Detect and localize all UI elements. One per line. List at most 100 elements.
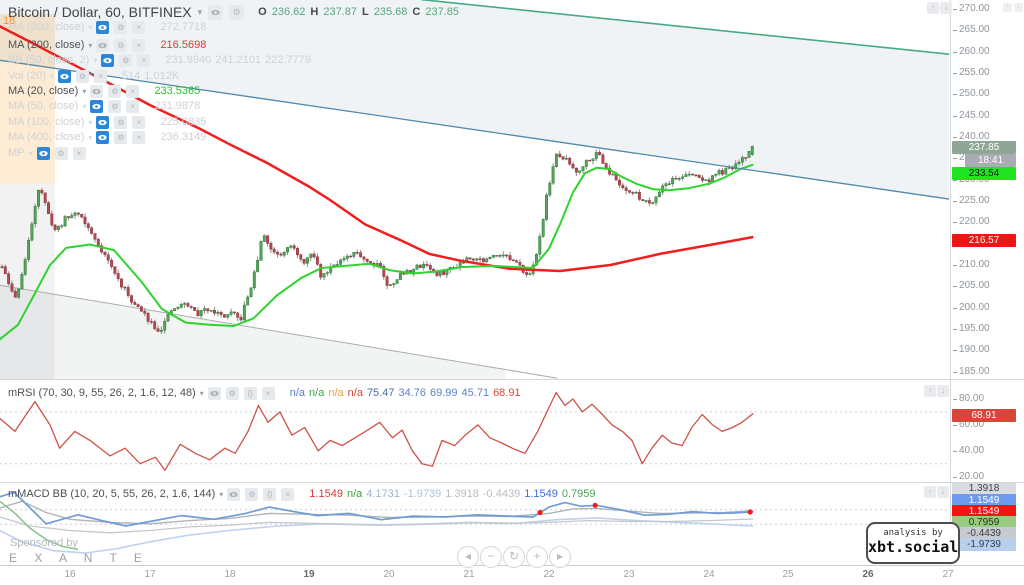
sponsor-logo: E X A N T E: [9, 551, 149, 565]
grey-wedge-fill: [0, 285, 505, 379]
gear-icon[interactable]: ⚙: [119, 53, 133, 67]
eye-icon[interactable]: [207, 386, 221, 400]
chevron-down-icon[interactable]: ▾: [219, 489, 224, 499]
pane-move-up-button[interactable]: ↑: [924, 385, 936, 397]
time-axis-label: 18: [224, 569, 236, 580]
chevron-down-icon[interactable]: ▾: [28, 148, 33, 158]
eye-icon[interactable]: [208, 4, 224, 20]
main-pane: [0, 0, 949, 379]
chevron-down-icon[interactable]: ▾: [82, 101, 87, 111]
time-axis-label: 23: [623, 569, 635, 580]
chevron-down-icon[interactable]: ▾: [197, 6, 203, 17]
close-icon[interactable]: ×: [261, 386, 275, 400]
price-axis-label: 255.00: [953, 67, 990, 78]
chevron-down-icon[interactable]: ▾: [49, 71, 54, 81]
eye-icon[interactable]: [96, 20, 110, 34]
close-icon[interactable]: ×: [72, 146, 86, 160]
macd-badge: -1.9739: [952, 538, 1016, 551]
close-icon[interactable]: ×: [126, 84, 140, 98]
braces-icon[interactable]: {}: [263, 487, 277, 501]
price-axis[interactable]: 270.00 265.00 260.00 255.00 250.00 245.00 240.…: [950, 0, 1024, 565]
rsi-indicator-value: n/a: [347, 387, 363, 399]
eye-icon[interactable]: [96, 130, 110, 144]
gear-icon[interactable]: ⚙: [108, 84, 122, 98]
rsi-indicator-value: n/a: [328, 387, 344, 399]
eye-icon[interactable]: [90, 84, 104, 98]
eye-icon[interactable]: [57, 69, 71, 83]
ohlc-high-label: H: [310, 6, 319, 18]
gear-icon[interactable]: ⚙: [114, 20, 128, 34]
rsi-indicator-row[interactable]: mRSI (70, 30, 9, 55, 26, 2, 1.6, 12, 48)…: [8, 386, 521, 400]
rsi-axis-label: 40.00: [952, 445, 985, 456]
indicator-row[interactable]: MA (400, close) ▾ ⚙ × 236.3149: [8, 130, 206, 144]
close-icon[interactable]: ×: [93, 69, 107, 83]
pane-move-down-button[interactable]: ↓: [937, 385, 949, 397]
eye-icon[interactable]: [227, 487, 241, 501]
eye-icon[interactable]: [96, 38, 110, 52]
symbol-title[interactable]: Bitcoin / Dollar, 60, BITFINEX: [8, 4, 192, 20]
chevron-down-icon[interactable]: ▾: [82, 86, 87, 96]
chevron-down-icon[interactable]: ▾: [88, 117, 93, 127]
chevron-down-icon[interactable]: ▾: [88, 132, 93, 142]
close-icon[interactable]: ×: [281, 487, 295, 501]
chevron-down-icon[interactable]: ▾: [88, 22, 93, 32]
chevron-down-icon[interactable]: ▾: [88, 40, 93, 50]
pane-move-up-button[interactable]: ↑: [927, 2, 939, 14]
pane-move-down-button[interactable]: ↓: [940, 2, 952, 14]
gear-icon[interactable]: ⚙: [114, 38, 128, 52]
gear-icon[interactable]: ⚙: [114, 130, 128, 144]
gear-icon[interactable]: ⚙: [245, 487, 259, 501]
indicator-row[interactable]: MA (100, close) ▾ ⚙ × 225.0835: [8, 115, 206, 129]
zoom-out-button[interactable]: −: [480, 546, 502, 568]
price-axis-label: 220.00: [953, 216, 990, 227]
indicator-row[interactable]: MA (20, close) ▾ ⚙ × 233.5365: [8, 84, 200, 98]
indicator-row[interactable]: Vol (20) ▾ ⚙ × 514 1.012K: [8, 69, 179, 83]
time-axis-label: 26: [862, 569, 874, 580]
price-axis-label: 185.00: [953, 366, 990, 377]
macd-badge: 1.3918: [952, 482, 1016, 495]
chevron-down-icon[interactable]: ▾: [93, 55, 98, 65]
close-icon[interactable]: ×: [132, 130, 146, 144]
ma200-line: [0, 25, 754, 273]
close-icon[interactable]: ×: [126, 99, 140, 113]
indicator-row[interactable]: MA (800, close) ▾ ⚙ × 272.7718: [8, 20, 206, 34]
pane-move-up-button[interactable]: ↑: [924, 486, 936, 498]
scroll-left-button[interactable]: ◂: [457, 546, 479, 568]
zoom-in-button[interactable]: +: [526, 546, 548, 568]
indicator-row[interactable]: BB (50, close, 2) ▾ ⚙ × 231.9940 241.2101 222.…: [8, 53, 311, 67]
gear-icon[interactable]: ⚙: [54, 146, 68, 160]
eye-icon[interactable]: [101, 53, 115, 67]
indicator-row[interactable]: MA (50, close) ▾ ⚙ × 231.9878: [8, 99, 200, 113]
eye-icon[interactable]: [90, 99, 104, 113]
macd-indicator-row[interactable]: mMACD BB (10, 20, 5, 55, 26, 2, 1.6, 144…: [8, 487, 596, 501]
macd-signal-dot: [747, 509, 753, 515]
gear-icon[interactable]: ⚙: [108, 99, 122, 113]
gear-icon[interactable]: ⚙: [75, 69, 89, 83]
pane-move-up-button[interactable]: ↑: [1003, 3, 1012, 12]
braces-icon[interactable]: {}: [243, 386, 257, 400]
pane-separator[interactable]: [0, 482, 1024, 483]
close-icon[interactable]: ×: [132, 115, 146, 129]
macd-signal-dot: [592, 502, 598, 508]
close-icon[interactable]: ×: [132, 38, 146, 52]
pane-separator[interactable]: [0, 379, 1024, 380]
time-axis[interactable]: 16 17 18 19 20 21 22 23 24 25 26 27: [0, 565, 1024, 585]
gear-icon[interactable]: ⚙: [225, 386, 239, 400]
pane-move-down-button[interactable]: ↓: [937, 486, 949, 498]
indicator-row[interactable]: MA (200, close) ▾ ⚙ × 216.5698: [8, 38, 206, 52]
close-icon[interactable]: ×: [132, 20, 146, 34]
chevron-down-icon[interactable]: ▾: [199, 388, 204, 398]
close-icon[interactable]: ×: [137, 53, 151, 67]
gear-icon[interactable]: ⚙: [229, 4, 245, 20]
eye-icon[interactable]: [36, 146, 50, 160]
indicator-row[interactable]: MP ▾ ⚙ ×: [8, 146, 87, 160]
ohlc-close-value: 237.85: [425, 6, 459, 18]
gear-icon[interactable]: ⚙: [114, 115, 128, 129]
eye-icon[interactable]: [96, 115, 110, 129]
reset-view-button[interactable]: ↻: [503, 546, 525, 568]
blue-trendline: [0, 59, 949, 200]
pane-move-down-button[interactable]: ↓: [1014, 3, 1023, 12]
scroll-right-button[interactable]: ▸: [549, 546, 571, 568]
